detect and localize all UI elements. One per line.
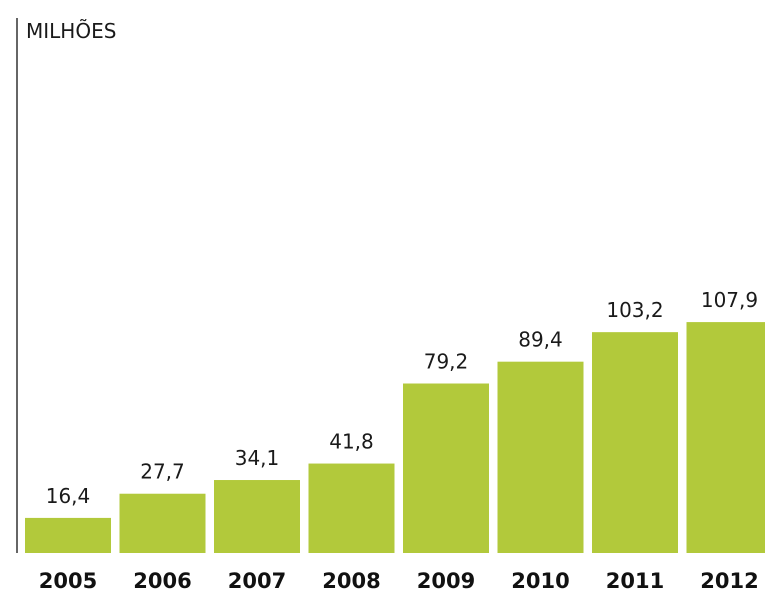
category-label-2010: 2010	[511, 569, 569, 593]
category-label-2006: 2006	[133, 569, 191, 593]
value-label-2005: 16,4	[46, 484, 91, 508]
bar-2012	[686, 322, 765, 553]
bar-2008	[308, 463, 395, 553]
category-label-2005: 2005	[39, 569, 97, 593]
bar-2007	[214, 480, 300, 553]
category-label-2011: 2011	[606, 569, 664, 593]
value-label-2007: 34,1	[235, 446, 280, 470]
category-label-2008: 2008	[322, 569, 380, 593]
value-label-2006: 27,7	[140, 460, 185, 484]
y-axis-label: MILHÕES	[26, 19, 116, 43]
category-label-2007: 2007	[228, 569, 286, 593]
bar-2006	[119, 493, 206, 553]
bar-2010	[497, 361, 584, 553]
bars-group: 16,4 2005 27,7 2006 34,1 2007 41,8 2008 79,2 2009…	[25, 288, 765, 593]
value-label-2012: 107,9	[701, 288, 758, 312]
bar-2005	[25, 517, 111, 553]
value-label-2010: 89,4	[518, 328, 563, 352]
value-label-2008: 41,8	[329, 430, 374, 454]
bar-2009	[403, 383, 489, 553]
value-label-2009: 79,2	[424, 350, 469, 374]
bar-2011	[592, 332, 678, 553]
category-label-2009: 2009	[417, 569, 475, 593]
value-label-2011: 103,2	[606, 298, 663, 322]
category-label-2012: 2012	[700, 569, 758, 593]
